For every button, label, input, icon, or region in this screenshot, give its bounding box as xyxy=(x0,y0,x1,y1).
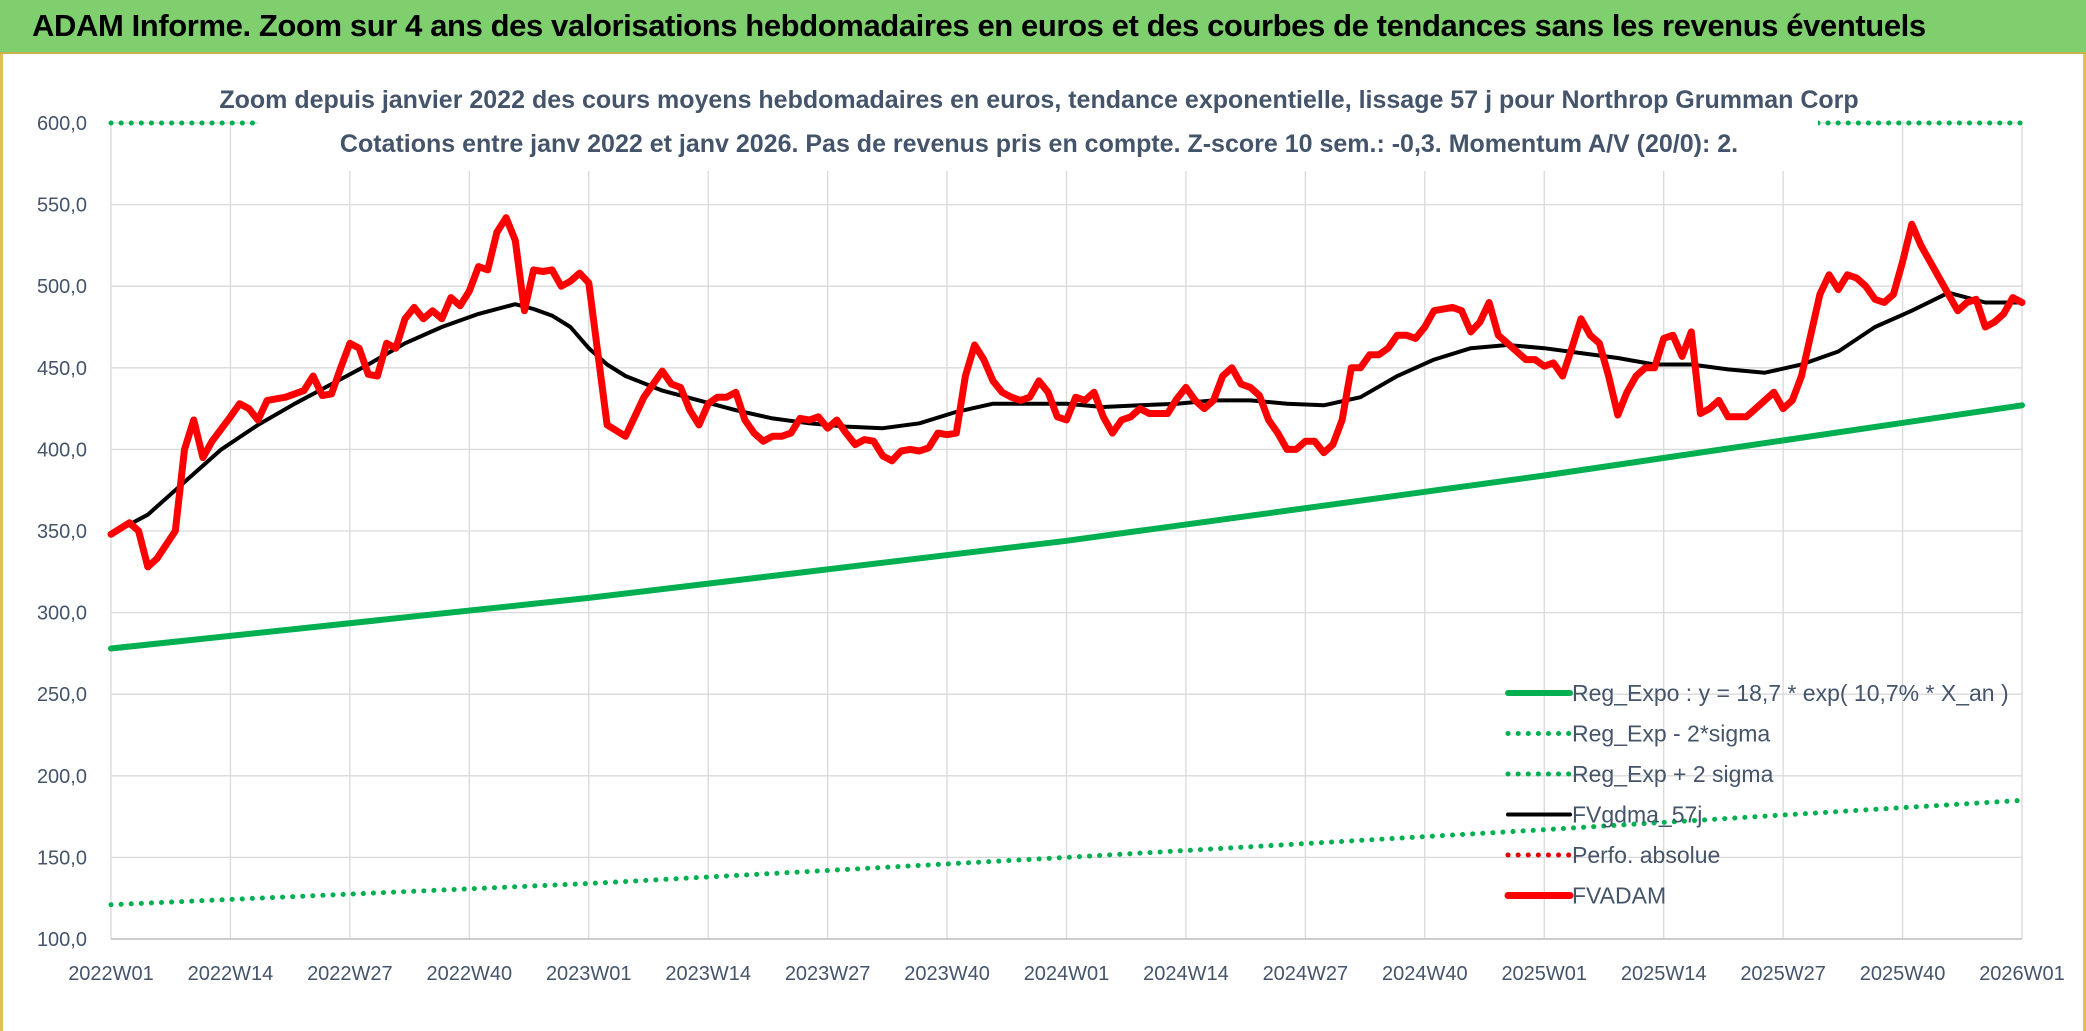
x-axis-ticks: 2022W01 2022W14 2022W27 2022W40 2023W01 2023W… xyxy=(68,963,2065,985)
x-tick-label: 2022W01 xyxy=(68,963,154,985)
chart-frame xyxy=(0,54,2086,1031)
y-tick-label: 450,0 xyxy=(37,358,87,380)
x-tick-label: 2024W40 xyxy=(1382,963,1468,985)
y-tick-label: 300,0 xyxy=(37,603,87,625)
x-tick-label: 2022W27 xyxy=(307,963,393,985)
chart-legend: Reg_Expo : y = 18,7 * exp( 10,7% * X_an … xyxy=(1504,680,2009,909)
title-backdrop xyxy=(258,75,1818,171)
x-tick-label: 2023W27 xyxy=(785,963,871,985)
x-tick-label: 2025W14 xyxy=(1621,963,1707,985)
x-tick-label: 2024W01 xyxy=(1024,963,1110,985)
y-axis-ticks: 100,0 150,0 200,0 250,0 300,0 350,0 400,0 450,0… xyxy=(37,113,87,951)
legend-label: FVgdma_57j xyxy=(1572,802,1702,828)
legend-label: Perfo. absolue xyxy=(1572,842,1720,868)
y-tick-label: 550,0 xyxy=(37,195,87,217)
x-tick-label: 2026W01 xyxy=(1979,963,2065,985)
y-tick-label: 350,0 xyxy=(37,521,87,543)
legend-label: Reg_Exp + 2 sigma xyxy=(1572,761,1774,787)
x-tick-label: 2022W14 xyxy=(188,963,274,985)
report-banner: ADAM Informe. Zoom sur 4 ans des valoris… xyxy=(0,0,2086,54)
y-tick-label: 600,0 xyxy=(37,113,87,135)
legend-label: Reg_Expo : y = 18,7 * exp( 10,7% * X_an … xyxy=(1572,680,2009,706)
series-line-fvadam xyxy=(107,214,2026,571)
x-tick-label: 2023W01 xyxy=(546,963,632,985)
y-tick-label: 150,0 xyxy=(37,847,87,869)
y-tick-label: 100,0 xyxy=(37,929,87,951)
series-line-reg-exp-2-sigma xyxy=(108,797,2025,908)
series-line-reg-expo-y-18-7-exp-10-7-x-an xyxy=(108,402,2025,652)
series-line-fvgdma-57j xyxy=(109,290,2024,537)
y-tick-label: 250,0 xyxy=(37,684,87,706)
x-tick-label: 2024W14 xyxy=(1143,963,1229,985)
y-tick-label: 500,0 xyxy=(37,276,87,298)
x-tick-label: 2022W40 xyxy=(427,963,513,985)
x-tick-label: 2025W01 xyxy=(1501,963,1587,985)
legend-label: Reg_Exp - 2*sigma xyxy=(1572,721,1770,747)
x-tick-label: 2025W40 xyxy=(1860,963,1946,985)
x-tick-label: 2025W27 xyxy=(1740,963,1826,985)
report-title: ADAM Informe. Zoom sur 4 ans des valoris… xyxy=(32,8,1926,43)
legend-label: FVADAM xyxy=(1572,883,1666,909)
x-tick-label: 2024W27 xyxy=(1263,963,1349,985)
chart-subtitle: Cotations entre janv 2022 et janv 2026. … xyxy=(340,130,1738,158)
x-tick-label: 2023W14 xyxy=(665,963,751,985)
y-tick-label: 400,0 xyxy=(37,439,87,461)
chart-titles: Zoom depuis janvier 2022 des cours moyen… xyxy=(219,75,1859,171)
y-tick-label: 200,0 xyxy=(37,766,87,788)
chart-title: Zoom depuis janvier 2022 des cours moyen… xyxy=(219,86,1858,114)
x-tick-label: 2023W40 xyxy=(904,963,990,985)
series-lines xyxy=(107,120,2026,908)
